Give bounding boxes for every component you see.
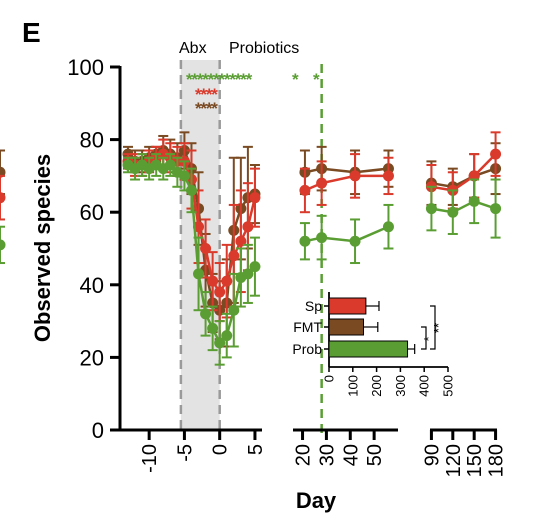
- data-point-prob: [316, 232, 328, 244]
- data-point-prob: [214, 337, 226, 349]
- red-significance: ****: [195, 85, 218, 104]
- inset-bar-prob: [328, 340, 409, 358]
- data-point-prob: [382, 221, 394, 233]
- series-line-prob: [304, 225, 389, 243]
- inset-significance-fmt: *: [421, 336, 436, 341]
- x-tick-label: 20: [293, 444, 315, 466]
- x-tick-label: 5: [245, 444, 267, 455]
- inset-category-label: Sp: [305, 298, 322, 314]
- x-tick-label: 180: [486, 444, 508, 477]
- series-line-fmt: [304, 167, 389, 174]
- series-line-fmt: [431, 167, 497, 189]
- data-point-sp: [228, 250, 240, 262]
- data-point-prob: [200, 308, 212, 320]
- x-tick-label: 150: [464, 444, 486, 477]
- data-point-sp: [221, 275, 233, 287]
- x-axis-title: Day: [296, 488, 337, 513]
- data-point-prob: [193, 268, 205, 280]
- series-line-prob: [431, 199, 497, 214]
- data-point-prob: [349, 235, 361, 247]
- data-point-prob: [185, 184, 197, 196]
- data-point-prob: [164, 159, 176, 171]
- data-point-prob: [207, 322, 219, 334]
- y-tick-label: 100: [67, 55, 104, 80]
- data-point-prob: [228, 304, 240, 316]
- y-tick-label: 0: [92, 418, 104, 443]
- data-point-prob: [299, 235, 311, 247]
- inset-category-label: FMT: [293, 319, 322, 335]
- data-point-prob: [249, 261, 261, 273]
- data-point-prob: [0, 239, 6, 251]
- brown-significance: ****: [195, 99, 218, 118]
- x-tick-label: 0: [210, 444, 232, 455]
- x-tick-label: -10: [139, 444, 161, 473]
- data-point-sp: [207, 275, 219, 287]
- data-point-prob: [425, 203, 437, 215]
- data-point-sp: [490, 148, 502, 160]
- data-point-sp: [349, 170, 361, 182]
- data-point-sp: [242, 221, 254, 233]
- x-tick-label: 120: [443, 444, 465, 477]
- probiotics-label: Probiotics: [229, 40, 299, 57]
- data-point-prob: [178, 170, 190, 182]
- inset-x-tick-label: 300: [393, 375, 408, 397]
- y-tick-label: 40: [80, 273, 104, 298]
- x-tick-label: -5: [174, 444, 196, 462]
- inset-x-tick-label: 500: [441, 375, 456, 397]
- data-point-prob: [221, 330, 233, 342]
- x-tick-label: 90: [421, 444, 443, 466]
- y-tick-label: 80: [80, 128, 104, 153]
- y-tick-label: 60: [80, 200, 104, 225]
- inset-significance-bracket-sp: [430, 305, 436, 350]
- data-point-prob: [242, 268, 254, 280]
- green-significance: ************: [186, 70, 253, 89]
- data-point-sp: [214, 286, 226, 298]
- panel-label: E: [22, 17, 41, 48]
- inset-x-tick-label: 100: [345, 375, 360, 397]
- x-tick-label: 40: [340, 444, 362, 466]
- inset-significance-sp: **: [431, 323, 446, 333]
- series-line-sp: [304, 174, 389, 192]
- inset-bar-sp: [328, 297, 367, 315]
- y-tick-label: 20: [80, 345, 104, 370]
- data-point-sp: [316, 177, 328, 189]
- data-point-sp: [200, 243, 212, 254]
- data-point-sp: [249, 192, 261, 204]
- y-axis-title: Observed species: [30, 154, 55, 342]
- data-point-sp: [0, 192, 6, 204]
- green-significance-late-2: *: [313, 70, 320, 89]
- data-point-prob: [447, 206, 459, 218]
- x-tick-label: 30: [316, 444, 338, 466]
- data-point-prob: [490, 203, 502, 215]
- data-point-prob: [468, 195, 480, 207]
- data-point-sp: [299, 184, 311, 196]
- inset-x-tick-label: 200: [369, 375, 384, 397]
- inset-bar-fmt: [328, 318, 365, 336]
- abx-label: Abx: [179, 40, 207, 57]
- green-significance-late-1: *: [292, 70, 299, 89]
- inset-category-label: Prob: [292, 341, 322, 357]
- inset-significance-bracket-fmt: [421, 326, 427, 350]
- series-line-sp: [431, 153, 497, 192]
- inset-x-tick-label: 0: [322, 375, 337, 382]
- data-point-sp: [382, 170, 394, 182]
- x-tick-label: 50: [364, 444, 386, 466]
- inset-x-tick-label: 400: [417, 375, 432, 397]
